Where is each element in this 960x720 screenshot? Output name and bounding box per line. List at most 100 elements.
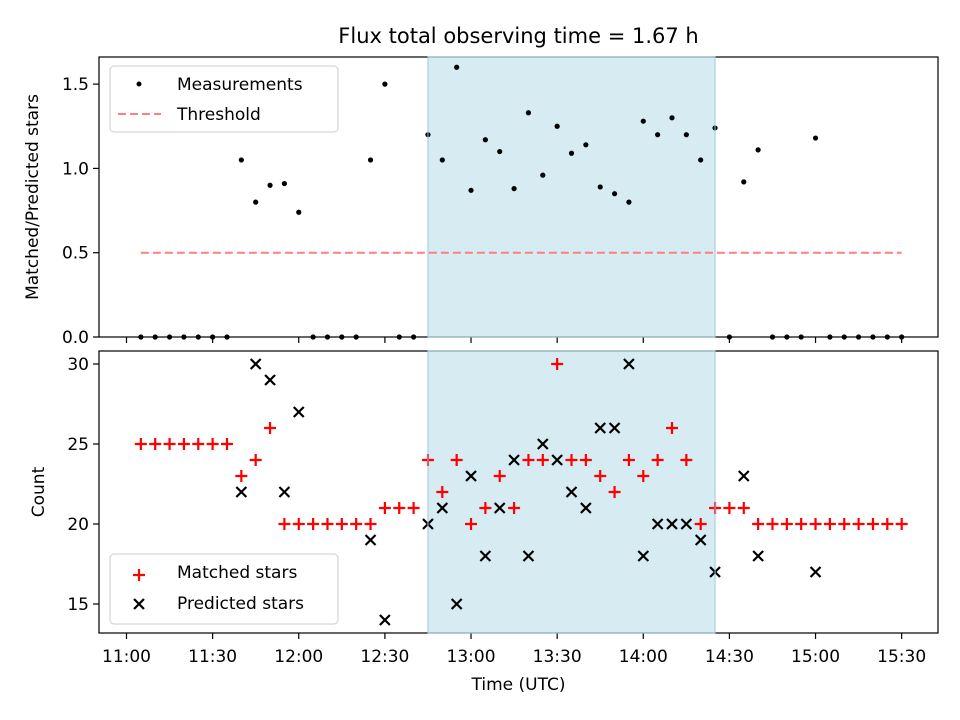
measurement-point [281,180,288,187]
bottom-y-axis: 15 20 25 30 [67,355,99,615]
matched-star-point [407,502,420,514]
matched-star-point [393,502,406,514]
legend-measurements-label: Measurements [177,75,303,95]
matched-star-point [680,454,693,466]
matched-star-point [436,486,449,498]
bottom-shade-edge [427,350,716,634]
measurement-point [597,184,603,190]
matched-star-point [177,438,190,450]
top-y-tick-label: 1.0 [62,159,89,179]
predicted-star-point [465,470,477,482]
matched-star-point [795,518,808,530]
matched-star-point [522,454,535,466]
measurement-point [583,142,589,148]
measurement-point [296,209,302,215]
measurement-point [626,199,632,205]
matched-star-point [335,518,348,530]
measurement-point [497,148,503,155]
measurement-point [698,157,704,163]
top-panel: 0.0 0.5 1.0 1.5 Matched/Predicted stars Mea… [23,56,939,348]
predicted-star-point [436,502,449,514]
predicted-star-point [752,550,764,562]
predicted-star-point [364,534,377,546]
matched-star-point [134,438,147,450]
measurement-point [755,147,761,153]
predicted-star-point [264,374,276,386]
measurement-point [367,157,374,163]
bottom-y-tick-label: 15 [67,595,89,615]
top-y-tick-label: 0.0 [62,328,89,348]
chart-title: Flux total observing time = 1.67 h [338,24,698,48]
matched-star-point [465,518,478,530]
predicted-star-point [594,422,606,434]
predicted-star-point [608,422,621,434]
measurement-point [468,187,474,193]
matched-star-point [508,502,521,514]
matched-star-point [378,502,391,514]
predicted-star-point [680,518,693,530]
predicted-star-point [235,486,248,498]
top-y-axis-label: Matched/Predicted stars [23,94,43,300]
measurement-point [611,191,618,197]
matched-star-point [264,422,277,434]
matched-star-point [622,454,635,466]
matched-star-point [694,518,707,530]
x-axis-label: Time (UTC) [471,675,566,695]
predicted-star-point [623,358,635,370]
matched-star-point [206,438,219,450]
x-tick-label: 14:30 [705,647,754,667]
matched-star-point [723,502,736,514]
measurement-point [382,81,388,87]
predicted-star-point [450,598,463,610]
matched-star-point [493,470,506,482]
measurement-point [267,182,273,188]
top-legend: Measurements Threshold [109,65,339,133]
matched-star-point [637,470,650,482]
measurement-point [454,64,460,70]
x-tick-label: 15:00 [791,647,840,667]
matched-star-point [450,454,463,466]
matched-star-point [350,518,363,530]
legend-threshold-label: Threshold [176,105,261,125]
predicted-star-point [508,454,520,466]
legend-matched-label: Matched stars [177,563,297,583]
matched-star-point [823,518,836,530]
measurement-point [439,157,445,163]
matched-star-point [536,454,549,466]
x-tick-label: 11:30 [188,647,237,667]
matched-star-point [249,454,262,466]
matched-star-point [479,502,492,514]
x-tick-label: 14:00 [619,647,668,667]
matched-star-point [192,438,205,450]
matched-star-point [881,518,894,530]
predicted-star-point [278,486,291,498]
legend-matched-marker [133,569,145,581]
predicted-star-point [379,614,391,626]
x-tick-label: 12:30 [360,647,409,667]
measurement-point [554,123,560,129]
bottom-marks [134,358,908,626]
measurement-point [640,118,646,124]
x-tick-label: 13:00 [447,647,496,667]
measurement-point [482,137,488,143]
matched-star-point [579,454,592,466]
bottom-y-axis-label: Count [29,466,49,517]
matched-star-point [780,518,793,530]
measurement-point [655,132,661,138]
top-y-tick-label: 0.5 [62,244,89,264]
predicted-star-point [580,502,592,514]
bottom-legend: Matched stars Predicted stars [109,553,339,625]
matched-star-point [651,454,664,466]
matched-star-point [594,470,607,482]
measurement-point [812,135,819,141]
predicted-star-point [537,438,549,450]
matched-star-point [149,438,162,450]
predicted-star-point [479,550,492,562]
measurement-point [238,157,244,163]
matched-star-point [866,518,879,530]
top-legend-box [109,65,339,133]
bottom-y-tick-label: 25 [67,435,89,455]
x-tick-label: 13:30 [533,647,582,667]
predicted-star-point [522,550,535,562]
